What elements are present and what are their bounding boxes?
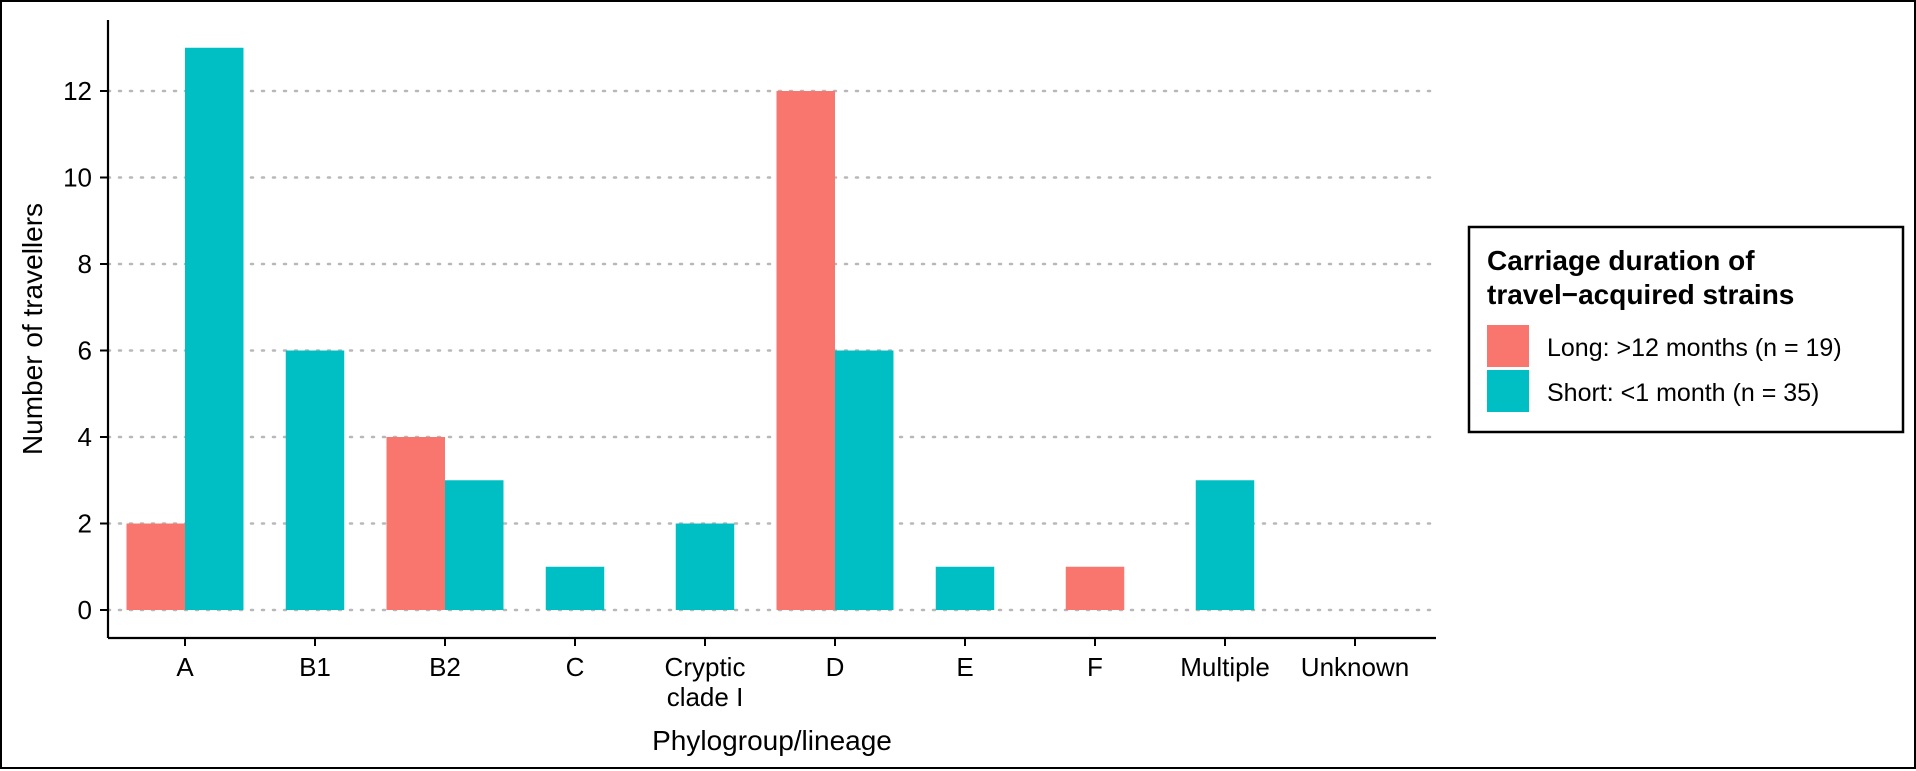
legend-title-line-1: Carriage duration of	[1487, 245, 1755, 276]
x-tick-label: Multiple	[1180, 652, 1270, 682]
legend-label-short: Short: <1 month (n = 35)	[1547, 379, 1819, 407]
legend-box	[1467, 225, 1905, 434]
y-tick-label: 4	[78, 422, 92, 452]
x-tick-label: A	[176, 652, 194, 682]
bar-long	[386, 437, 445, 610]
x-tick-label: D	[826, 652, 845, 682]
bars	[126, 47, 1255, 610]
x-tick-label: C	[566, 652, 585, 682]
bar-short	[935, 566, 995, 610]
x-axis-title: Phylogroup/lineage	[652, 725, 892, 756]
y-tick-label: 8	[78, 249, 92, 279]
x-tick-label: clade I	[667, 682, 744, 712]
bar-short	[185, 47, 244, 610]
bar-short	[545, 566, 605, 610]
x-tick-label: F	[1087, 652, 1103, 682]
x-tick-label: B1	[299, 652, 331, 682]
y-axis-title: Number of travellers	[17, 203, 48, 455]
y-ticks: 0 2 4 6 8 10 12	[63, 76, 108, 625]
x-tick-label: Cryptic	[665, 652, 746, 682]
bar-long	[1065, 566, 1125, 610]
x-tick-label: Unknown	[1301, 652, 1409, 682]
bar-long	[126, 523, 185, 610]
x-tick-label: B2	[429, 652, 461, 682]
y-tick-label: 0	[78, 595, 92, 625]
legend-label-long: Long: >12 months (n = 19)	[1547, 334, 1842, 362]
legend-title-line-2: travel−acquired strains	[1487, 279, 1794, 310]
y-tick-label: 6	[78, 336, 92, 366]
legend: Carriage duration of travel−acquired str…	[1467, 225, 1905, 434]
bar-short	[1195, 480, 1255, 610]
bar-short	[675, 523, 735, 610]
legend-swatch-long	[1487, 325, 1529, 367]
bar-short	[445, 480, 504, 610]
y-tick-label: 12	[63, 76, 92, 106]
legend-swatch-short	[1487, 370, 1529, 412]
x-tick-label: E	[956, 652, 973, 682]
y-tick-label: 2	[78, 509, 92, 539]
y-tick-label: 10	[63, 163, 92, 193]
bar-short	[285, 350, 345, 610]
bar-short	[835, 350, 894, 610]
bar-long	[776, 91, 835, 610]
